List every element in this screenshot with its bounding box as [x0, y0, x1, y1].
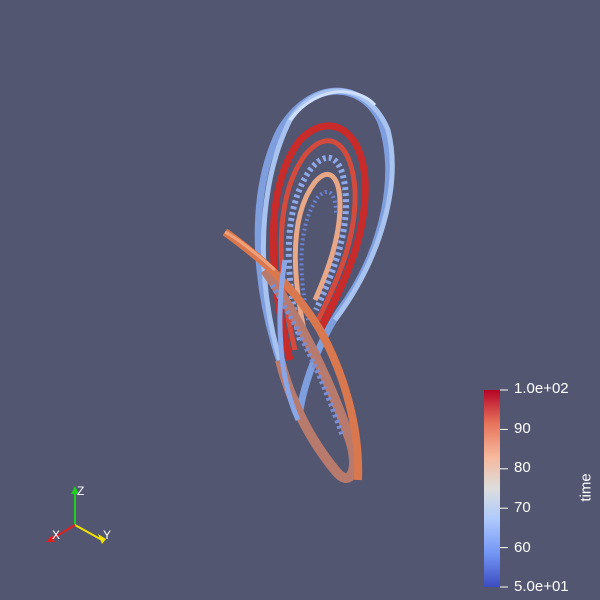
outer-loop-highlight	[288, 90, 377, 121]
colorbar-tick-label: 70	[514, 499, 531, 516]
inner-loop-red	[269, 122, 369, 361]
lower-lobe-band	[260, 267, 359, 483]
inner-loop-red-2	[278, 138, 358, 351]
y-axis-arrow	[98, 534, 106, 544]
outer-loop-blue-2	[260, 88, 395, 402]
x-axis-arrow	[46, 535, 55, 542]
inner-loop-dotted	[285, 154, 350, 341]
colorbar	[484, 389, 508, 588]
colorbar-tick-label: 90	[514, 420, 531, 437]
y-axis-line	[74, 524, 103, 541]
z-axis-arrow	[71, 486, 79, 494]
x-axis-label: X	[52, 528, 61, 542]
attractor-tube-render	[222, 87, 395, 483]
blue-lower-arc	[277, 259, 301, 422]
colorbar-ticks	[500, 389, 508, 588]
inner-loop-peach	[292, 171, 343, 331]
orientation-axes	[46, 486, 106, 544]
crossing-tube-orange-edge	[224, 230, 276, 272]
colorbar-tick-label: 80	[514, 459, 531, 476]
z-axis-label: Z	[77, 484, 85, 498]
crossing-tube-orange	[222, 228, 363, 481]
colorbar-tick-label: 60	[514, 539, 531, 556]
colorbar-gradient	[484, 390, 500, 587]
x-axis-line	[49, 524, 76, 541]
inner-loop-dotted-2	[299, 189, 338, 321]
colorbar-title: time	[577, 473, 595, 502]
colorbar-tick-label: 5.0e+01	[514, 578, 569, 595]
y-axis-label: Y	[103, 528, 112, 542]
colorbar-tick-label: 1.0e+02	[514, 380, 569, 397]
